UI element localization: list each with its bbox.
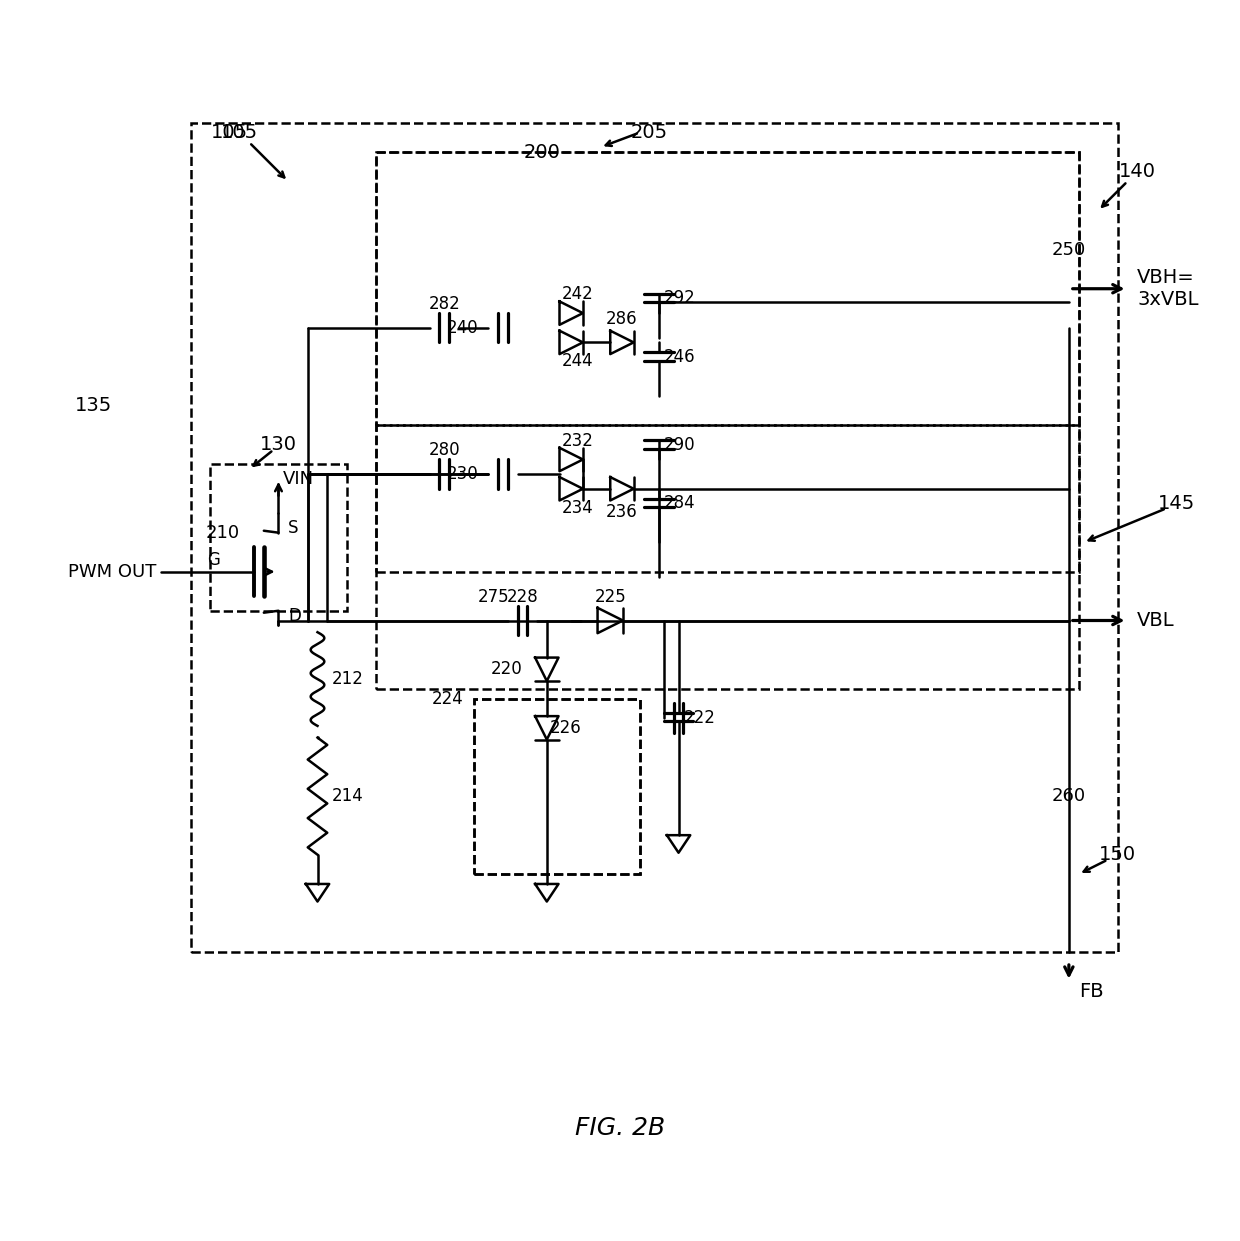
Text: 280: 280 (429, 442, 460, 459)
Text: 214: 214 (332, 787, 363, 805)
Text: 210: 210 (206, 524, 239, 541)
Text: 234: 234 (562, 499, 593, 516)
Text: PWM OUT: PWM OUT (68, 562, 156, 581)
Text: 225: 225 (594, 588, 626, 606)
Text: 130: 130 (260, 436, 296, 454)
Text: 232: 232 (562, 432, 593, 449)
Text: 105: 105 (211, 123, 248, 143)
Text: 246: 246 (663, 347, 696, 366)
Text: 150: 150 (1099, 845, 1136, 864)
Text: 200: 200 (523, 143, 560, 161)
Text: 292: 292 (663, 289, 696, 308)
Text: 230: 230 (446, 465, 479, 483)
Text: 224: 224 (432, 690, 464, 707)
Text: 228: 228 (507, 588, 538, 606)
Text: FIG. 2B: FIG. 2B (575, 1116, 665, 1140)
Text: 250: 250 (1052, 241, 1086, 258)
Text: 145: 145 (1158, 494, 1195, 513)
Text: 105: 105 (221, 123, 258, 143)
Text: 140: 140 (1118, 163, 1156, 181)
Text: 284: 284 (663, 494, 696, 513)
Text: 242: 242 (562, 285, 593, 303)
Text: 260: 260 (1052, 787, 1086, 805)
Text: 290: 290 (663, 436, 696, 454)
Text: D: D (288, 607, 301, 624)
Text: 205: 205 (631, 123, 668, 143)
Text: 135: 135 (74, 396, 112, 416)
Text: 282: 282 (429, 295, 460, 313)
Text: VIN: VIN (284, 470, 315, 488)
Text: 222: 222 (683, 709, 715, 727)
Text: G: G (207, 551, 219, 568)
Text: 236: 236 (606, 504, 637, 521)
Text: 240: 240 (446, 319, 479, 336)
Text: 286: 286 (606, 310, 637, 328)
Text: FB: FB (1079, 982, 1104, 1000)
Text: 212: 212 (332, 670, 365, 688)
Text: 244: 244 (562, 352, 593, 370)
Text: VBH=
3xVBL: VBH= 3xVBL (1137, 268, 1199, 309)
Text: 226: 226 (549, 719, 582, 737)
Text: VBL: VBL (1137, 611, 1174, 630)
Text: 275: 275 (477, 588, 508, 606)
Text: 220: 220 (491, 660, 522, 679)
Text: S: S (288, 519, 299, 537)
